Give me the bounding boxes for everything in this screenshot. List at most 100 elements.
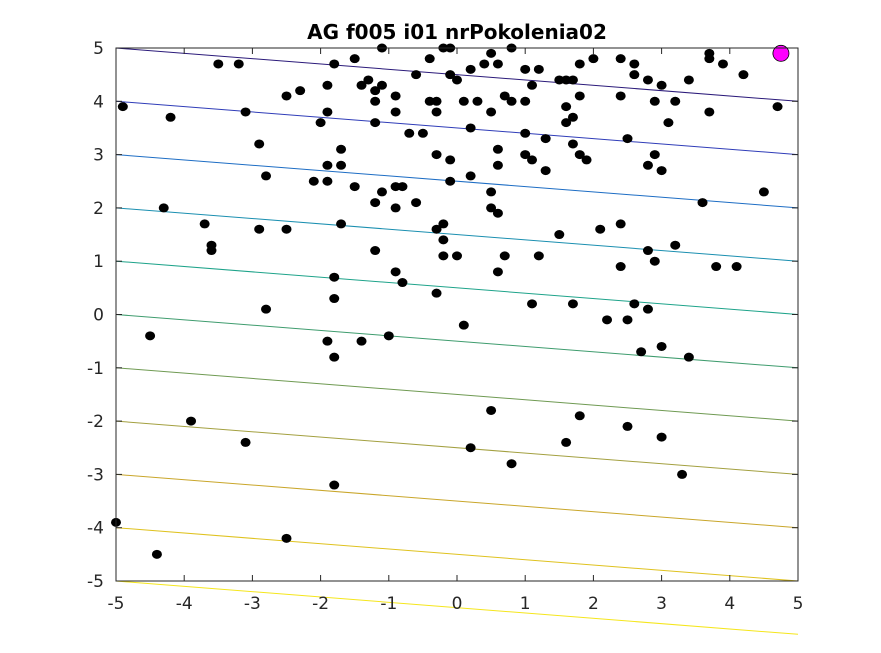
population-point	[370, 246, 381, 256]
population-point	[452, 75, 462, 85]
population-point	[356, 80, 367, 90]
population-point	[615, 219, 626, 229]
population-point	[417, 128, 428, 138]
y-tick-label: 0	[93, 306, 104, 326]
population-point	[642, 75, 653, 85]
population-point	[336, 219, 347, 229]
population-point	[411, 70, 422, 80]
population-point	[465, 443, 476, 453]
population-point	[492, 59, 503, 69]
y-tick-label: -3	[87, 465, 104, 485]
population-point	[370, 86, 381, 96]
population-point	[349, 182, 360, 192]
chart-title: AG f005 i01 nrPokolenia02	[307, 20, 607, 44]
x-tick-label: 0	[452, 594, 463, 614]
population-point	[158, 203, 169, 213]
population-point	[431, 96, 442, 106]
population-point	[329, 352, 340, 362]
contour-line	[115, 367, 799, 422]
population-point	[308, 176, 319, 186]
population-point	[615, 91, 626, 101]
population-point	[322, 336, 333, 346]
population-point	[622, 134, 633, 144]
population-point	[445, 155, 456, 165]
population-point	[704, 107, 715, 117]
population-point	[533, 251, 544, 261]
x-tick-label: 2	[588, 594, 599, 614]
population-point	[486, 48, 497, 58]
population-point	[390, 182, 401, 192]
population-point	[499, 91, 510, 101]
x-tick-label: -1	[380, 594, 397, 614]
population-point	[329, 272, 340, 282]
population-point	[390, 267, 401, 277]
population-point	[683, 352, 694, 362]
population-point	[438, 235, 449, 245]
population-point	[329, 480, 340, 490]
population-point	[540, 166, 551, 176]
population-point	[567, 112, 578, 122]
population-point	[486, 107, 497, 117]
population-point	[649, 150, 660, 160]
y-tick-label: -1	[87, 359, 104, 379]
population-point	[261, 171, 272, 181]
population-point	[240, 437, 251, 447]
population-point	[472, 96, 483, 106]
y-tick-label: -2	[87, 412, 104, 432]
population-point	[567, 139, 578, 149]
population-point	[574, 59, 585, 69]
population-point	[486, 203, 497, 213]
population-point	[629, 59, 640, 69]
population-point	[492, 160, 503, 170]
population-point	[322, 107, 333, 117]
population-point	[465, 123, 476, 133]
population-point	[554, 230, 565, 240]
population-point	[492, 208, 503, 218]
x-axis: -5 -4 -3 -2 -1 0 1 2 3 4 5	[108, 48, 803, 614]
y-tick-label: -5	[87, 572, 104, 592]
population-point	[697, 198, 708, 208]
population-point	[656, 166, 667, 176]
y-axis: -5 -4 -3 -2 -1 0 1 2 3 4 5	[87, 39, 798, 592]
population-point	[527, 299, 538, 309]
population-point	[376, 187, 387, 197]
population-point	[602, 315, 613, 325]
population-point	[424, 54, 435, 64]
population-point	[506, 96, 517, 106]
population-point	[574, 411, 585, 421]
population-point	[370, 96, 381, 106]
population-point	[642, 304, 653, 314]
population-point	[370, 118, 381, 128]
population-point	[390, 203, 401, 213]
population-point	[629, 70, 640, 80]
population-point	[520, 64, 531, 74]
population-point	[574, 91, 585, 101]
population-point	[117, 102, 128, 112]
population-point	[151, 549, 162, 559]
population-point	[642, 246, 653, 256]
x-tick-label: -4	[176, 594, 193, 614]
x-tick-label: -5	[108, 594, 125, 614]
population-point	[540, 134, 551, 144]
population-point	[711, 262, 722, 272]
population-point	[452, 251, 462, 261]
population-point	[199, 219, 210, 229]
population-point	[329, 59, 340, 69]
population-point	[636, 347, 647, 357]
population-point	[567, 75, 578, 85]
contour-line	[115, 527, 799, 582]
population-point	[670, 96, 681, 106]
population-point	[649, 256, 660, 266]
population-point	[527, 155, 538, 165]
best-point	[772, 44, 790, 62]
population-point	[486, 187, 497, 197]
population-point	[240, 107, 251, 117]
population-point	[731, 262, 742, 272]
population-point	[629, 299, 640, 309]
y-tick-label: 1	[93, 252, 104, 272]
population-point	[295, 86, 306, 96]
y-tick-label: 2	[93, 199, 104, 219]
population-point	[588, 54, 599, 64]
population-point	[622, 315, 633, 325]
